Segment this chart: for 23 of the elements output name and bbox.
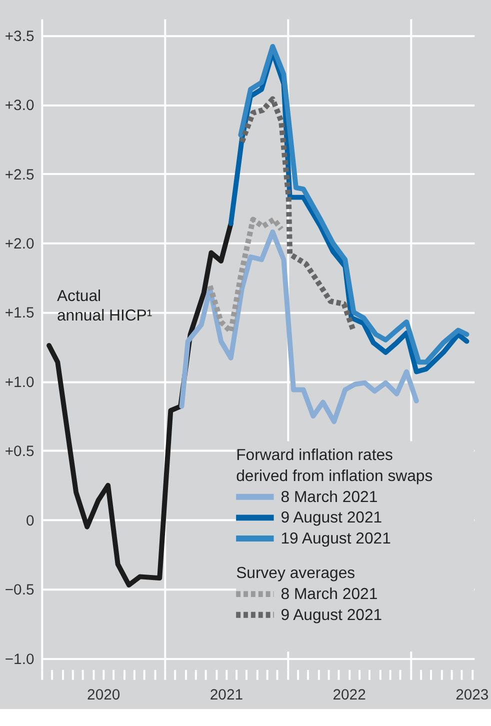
- x-tick-label: 2021: [210, 688, 243, 704]
- y-tick-label: +0.5: [4, 444, 34, 460]
- line-series: [179, 229, 419, 424]
- y-tick-label: +2.0: [4, 236, 34, 252]
- y-tick-label: +3.5: [4, 28, 34, 45]
- x-tick-label: 2022: [332, 688, 366, 704]
- y-tick-label: 0: [26, 513, 34, 530]
- legend-label: 8 March 2021: [280, 586, 378, 604]
- y-tick-label: +3.0: [4, 98, 34, 114]
- y-tick-label: +1.0: [4, 374, 34, 391]
- x-tick-label: 2020: [87, 688, 120, 704]
- legend-label: 9 August 2021: [280, 510, 382, 527]
- legend-label: 9 August 2021: [280, 606, 382, 624]
- y-tick-label: −1.0: [4, 652, 34, 668]
- annotation: Survey averages: [236, 565, 356, 582]
- series-label: Actual annual HICP¹: [56, 288, 152, 325]
- y-tick-label: −0.5: [4, 582, 34, 599]
- legend-label: 8 March 2021: [280, 488, 378, 506]
- legend-label: 19 August 2021: [280, 530, 392, 548]
- y-tick-label: +1.5: [4, 306, 34, 322]
- y-tick-label: +2.5: [4, 167, 34, 184]
- legend-title: Forward inflation rates derived from inflation swaps: [236, 447, 433, 485]
- x-tick-label: 2023: [456, 688, 489, 704]
